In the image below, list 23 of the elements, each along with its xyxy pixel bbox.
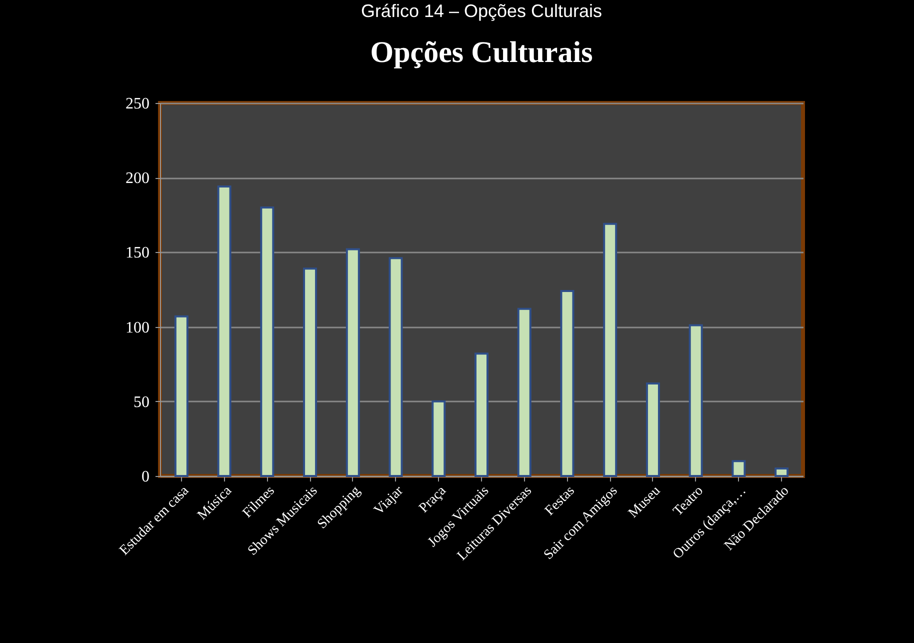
bar bbox=[260, 206, 274, 477]
text: Gráfico 14 – Opções Culturais bbox=[360, 1, 602, 21]
y-tick-label: 200 bbox=[126, 170, 150, 188]
bar bbox=[432, 400, 446, 477]
chart-title: Opções Culturais bbox=[370, 36, 593, 69]
bar bbox=[217, 186, 232, 477]
bar bbox=[688, 324, 703, 477]
bar bbox=[517, 308, 532, 477]
y-tick-label: 150 bbox=[126, 244, 150, 262]
bar bbox=[388, 257, 403, 477]
bar bbox=[346, 248, 360, 477]
y-tick-label: 250 bbox=[126, 96, 150, 112]
y-tick-label: 100 bbox=[126, 319, 150, 336]
y-tick-label: 50 bbox=[134, 394, 150, 411]
bar bbox=[174, 315, 188, 477]
bar bbox=[603, 222, 618, 477]
bar bbox=[560, 290, 574, 477]
bar bbox=[774, 468, 789, 477]
y-tick-label: 0 bbox=[142, 468, 150, 486]
bar bbox=[646, 382, 660, 477]
bar bbox=[732, 460, 746, 477]
bar bbox=[474, 352, 488, 477]
bar bbox=[303, 268, 318, 477]
